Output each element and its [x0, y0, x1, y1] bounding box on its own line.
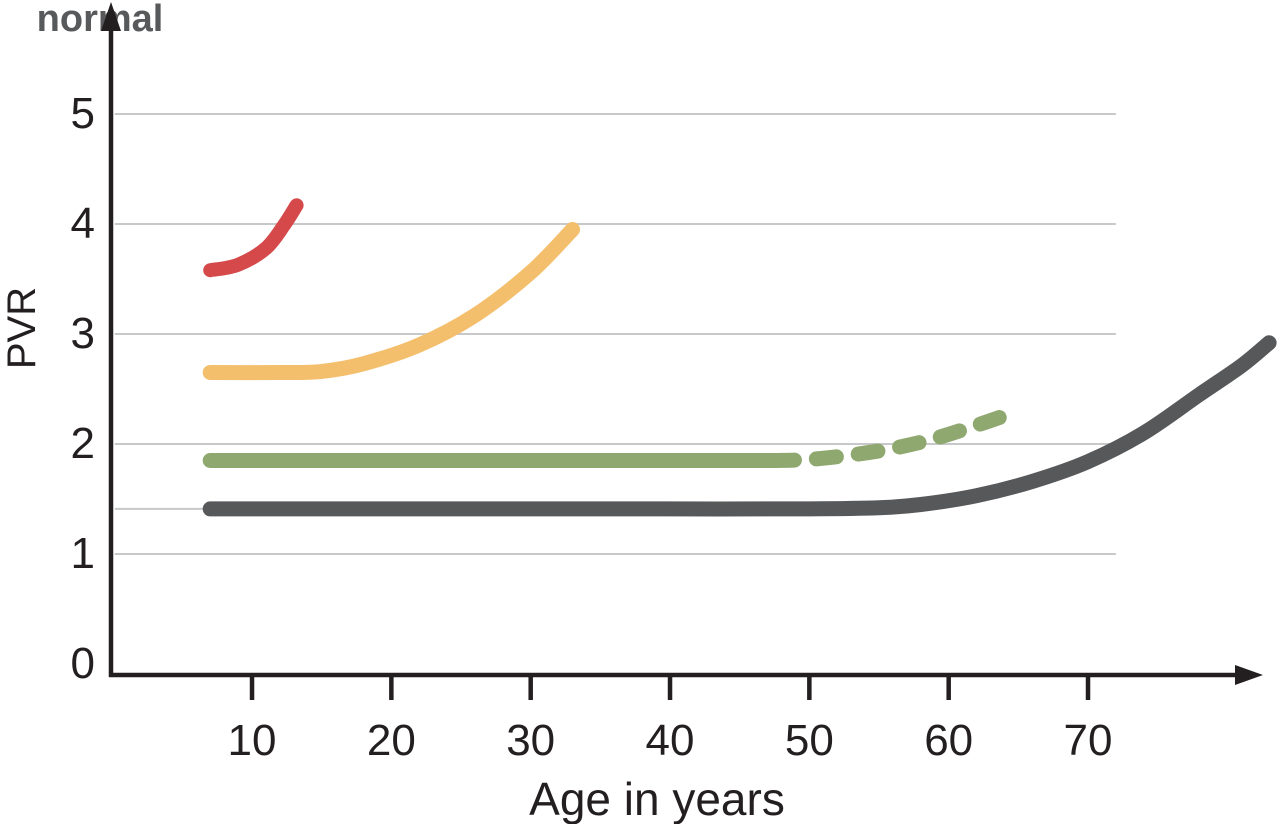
y-tick-label: 5	[70, 89, 95, 138]
normal-curve	[202, 335, 1277, 517]
x-tick-label: 20	[366, 716, 416, 765]
y-tick-label: 0	[70, 639, 95, 688]
y-tick-label: 1	[70, 529, 95, 578]
x-axis-arrow	[1235, 665, 1263, 685]
y-tick-label: 2	[70, 419, 95, 468]
x-tick-label: 60	[924, 716, 974, 765]
x-tick-label: 30	[506, 716, 556, 765]
y-tick-label: 3	[70, 309, 95, 358]
y-tick-label: 4	[70, 199, 95, 248]
yellow-curve	[202, 222, 580, 381]
red-curve	[203, 198, 304, 278]
green-curve-dashed	[767, 406, 1017, 468]
x-axis-label: Age in years	[529, 773, 785, 824]
x-tick-label: 10	[227, 716, 277, 765]
x-tick-label: 70	[1063, 716, 1113, 765]
x-tick-label: 40	[645, 716, 695, 765]
x-tick-label: 50	[784, 716, 834, 765]
y-axis-arrow	[101, 2, 121, 31]
normal-curve-annotation: normal	[36, 0, 164, 40]
